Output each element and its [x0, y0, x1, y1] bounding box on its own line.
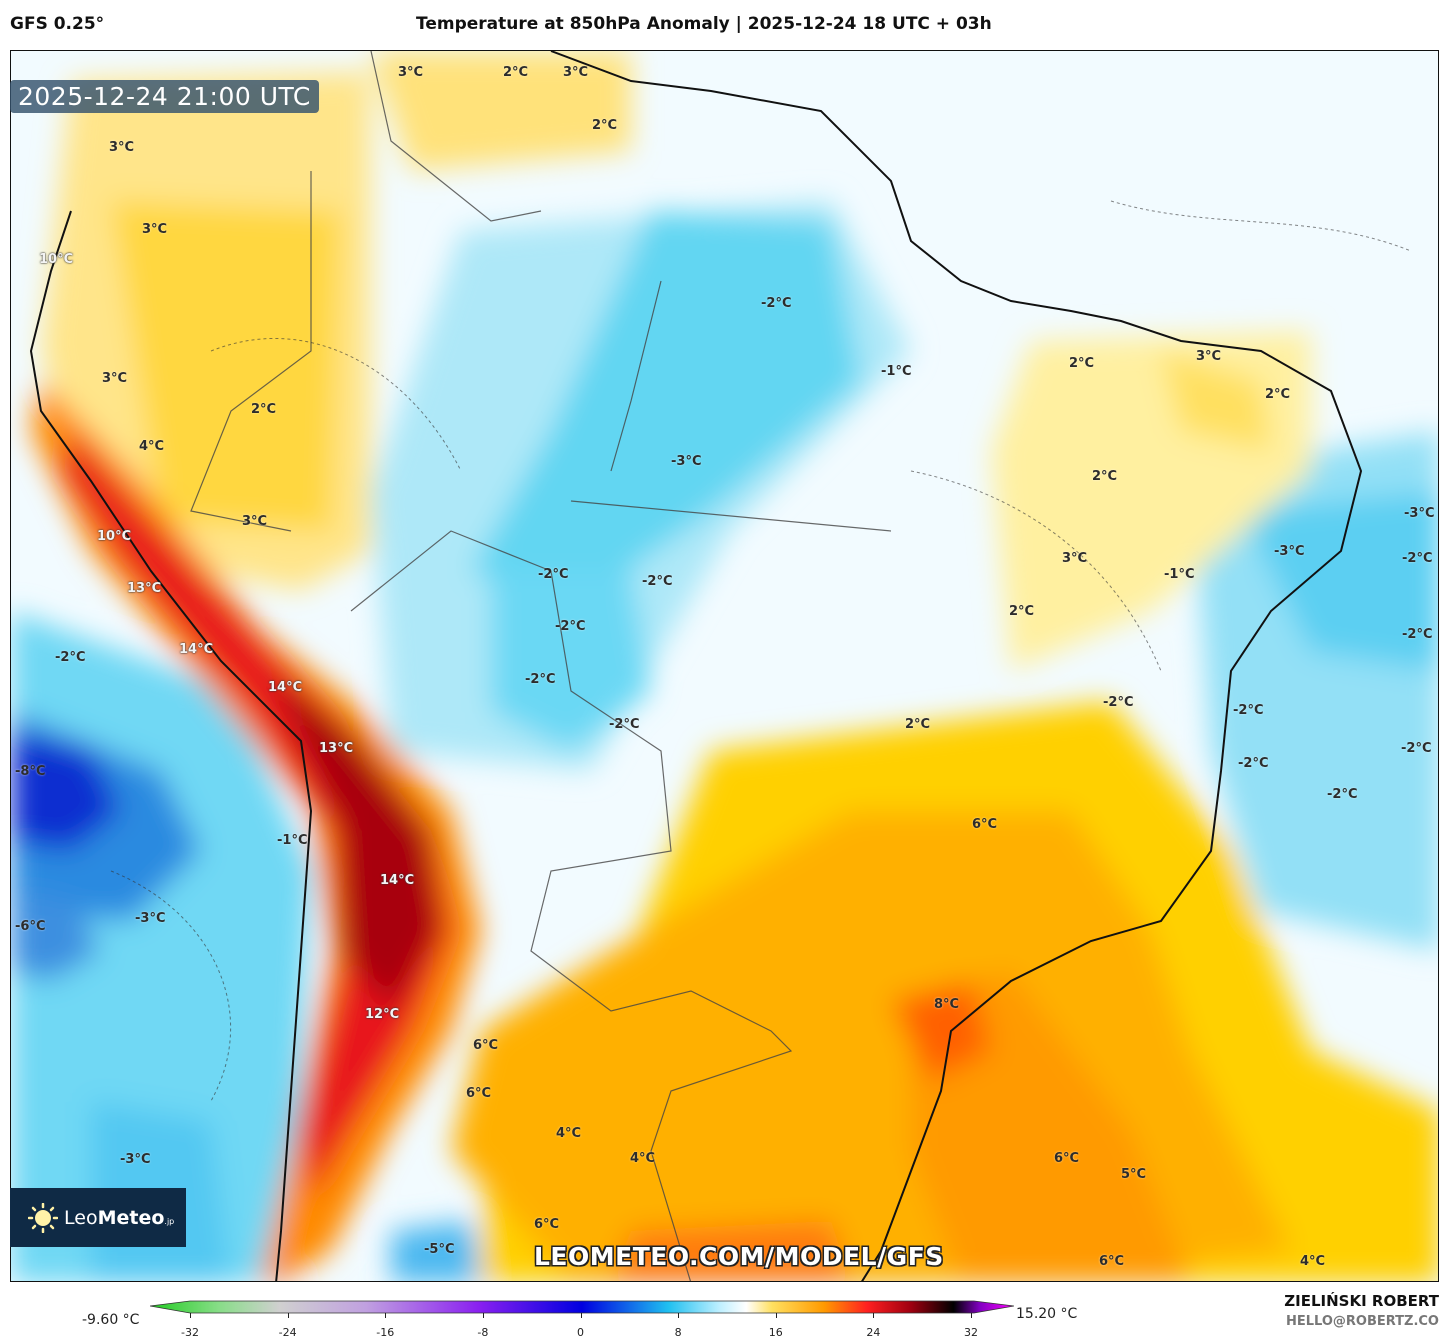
logo-suffix: .jp — [164, 1216, 175, 1226]
temperature-label: -2°C — [1238, 756, 1269, 771]
temperature-label: 6°C — [1054, 1151, 1080, 1166]
colorbar-tick-mark — [971, 1313, 972, 1318]
colorbar — [150, 1300, 1014, 1314]
temperature-label: 2°C — [503, 65, 529, 80]
temperature-label: 4°C — [556, 1126, 582, 1141]
temperature-label: 4°C — [139, 439, 165, 454]
temperature-label: 6°C — [473, 1038, 499, 1053]
temperature-label: 6°C — [972, 817, 998, 832]
temperature-label: 3°C — [563, 65, 589, 80]
colorbar-tick-mark — [775, 1313, 777, 1318]
temperature-label: -3°C — [1274, 544, 1305, 559]
colorbar-max-label: 15.20 °C — [1016, 1306, 1078, 1322]
colorbar-tick-label: 8 — [674, 1326, 682, 1339]
temperature-label: 14°C — [179, 642, 214, 657]
temperature-label: -1°C — [1164, 567, 1195, 582]
temperature-label: 3°C — [142, 222, 168, 237]
colorbar-min-label: -9.60 °C — [82, 1312, 140, 1328]
temperature-label: 4°C — [630, 1151, 656, 1166]
colorbar-tick-label: -32 — [181, 1326, 199, 1339]
logo-bold: Meteo — [97, 1206, 165, 1229]
temperature-label: 13°C — [127, 581, 162, 596]
temperature-label: 2°C — [251, 402, 277, 417]
temperature-label: -2°C — [1402, 551, 1433, 566]
colorbar-tick-mark — [580, 1313, 582, 1318]
temperature-label: 3°C — [1062, 551, 1088, 566]
temperature-label: 2°C — [1092, 469, 1118, 484]
valid-time-badge: 2025-12-24 21:00 UTC — [10, 80, 319, 113]
temperature-label: -3°C — [671, 454, 702, 469]
temperature-label: 2°C — [1265, 387, 1291, 402]
temperature-label: -2°C — [1103, 695, 1134, 710]
temperature-label: 2°C — [1009, 604, 1035, 619]
temperature-label: -2°C — [642, 574, 673, 589]
watermark-url[interactable]: LEOMETEO.COM/MODEL/GFS — [534, 1242, 944, 1271]
temperature-label: 14°C — [268, 680, 303, 695]
temperature-label: -1°C — [881, 364, 912, 379]
temperature-label: 10°C — [39, 252, 74, 267]
logo-text: LeoMeteo.jp — [64, 1207, 174, 1229]
temperature-label: 13°C — [319, 741, 354, 756]
temperature-label: 6°C — [534, 1217, 560, 1232]
temperature-label: -2°C — [1402, 627, 1433, 642]
model-name: GFS 0.25° — [10, 14, 105, 34]
temperature-label: 12°C — [365, 1007, 400, 1022]
colorbar-tick-label: 16 — [768, 1326, 783, 1339]
temperature-label: -2°C — [525, 672, 556, 687]
colorbar-tick-mark — [482, 1313, 484, 1318]
temperature-label: -1°C — [277, 833, 308, 848]
colorbar-tick-label: 32 — [964, 1326, 978, 1339]
temperature-label: 14°C — [380, 873, 415, 888]
temperature-label: -2°C — [1401, 741, 1432, 756]
colorbar-tick-mark — [678, 1313, 680, 1318]
temperature-label: 6°C — [466, 1086, 492, 1101]
temperature-label: -2°C — [55, 650, 86, 665]
temperature-label: -3°C — [135, 911, 166, 926]
temperature-label: -3°C — [120, 1152, 151, 1167]
logo-prefix: Leo — [64, 1206, 98, 1229]
temperature-label: -6°C — [15, 919, 46, 934]
colorbar-tick-mark — [873, 1313, 875, 1318]
temperature-label: -2°C — [538, 567, 569, 582]
colorbar-tick-mark — [385, 1313, 387, 1318]
temperature-label: 3°C — [109, 140, 135, 155]
temperature-label: -2°C — [761, 296, 792, 311]
leometeo-logo[interactable]: LeoMeteo.jp — [10, 1188, 186, 1247]
temperature-label: -2°C — [609, 717, 640, 732]
temperature-label: -2°C — [1327, 787, 1358, 802]
temperature-label: 3°C — [1196, 349, 1222, 364]
temperature-label: 5°C — [1121, 1167, 1147, 1182]
author-email[interactable]: HELLO@ROBERTZ.CO — [1285, 1314, 1439, 1329]
temperature-label: -5°C — [424, 1242, 455, 1257]
temperature-label: 6°C — [1099, 1254, 1125, 1269]
temperature-label: -2°C — [1233, 703, 1264, 718]
temperature-label: -3°C — [1404, 506, 1435, 521]
temperature-label: 3°C — [398, 65, 424, 80]
temperature-label: 2°C — [905, 717, 931, 732]
colorbar-tick-label: -24 — [278, 1326, 297, 1339]
colorbar-tick-label: -8 — [477, 1326, 489, 1339]
temperature-label: 4°C — [1300, 1254, 1326, 1269]
temperature-label: 3°C — [102, 371, 128, 386]
colorbar-tick-label: -16 — [376, 1326, 395, 1339]
temperature-label: 10°C — [97, 529, 132, 544]
temperature-label: -2°C — [555, 619, 586, 634]
temperature-label: 2°C — [592, 118, 618, 133]
temperature-label: 2°C — [1069, 356, 1095, 371]
temperature-anomaly-map: 3°C 2°C 3°C 2°C 3°C 3°C 10°C -2°C -1°C 2°C 3°C 2°C 3… — [10, 50, 1439, 1282]
colorbar-tick-mark — [190, 1313, 191, 1318]
map-background — [11, 51, 1438, 1281]
author-name: ZIELIŃSKI ROBERT — [1284, 1292, 1439, 1310]
chart-title: Temperature at 850hPa Anomaly | 2025-12-… — [416, 14, 992, 34]
temperature-label: -8°C — [15, 764, 46, 779]
temperature-label: 8°C — [934, 997, 960, 1012]
temperature-label: 3°C — [242, 514, 268, 529]
colorbar-tick-label: 24 — [866, 1326, 881, 1339]
colorbar-tick-mark — [287, 1313, 289, 1318]
colorbar-tick-label: 0 — [577, 1326, 584, 1339]
sun-icon — [27, 1202, 59, 1233]
